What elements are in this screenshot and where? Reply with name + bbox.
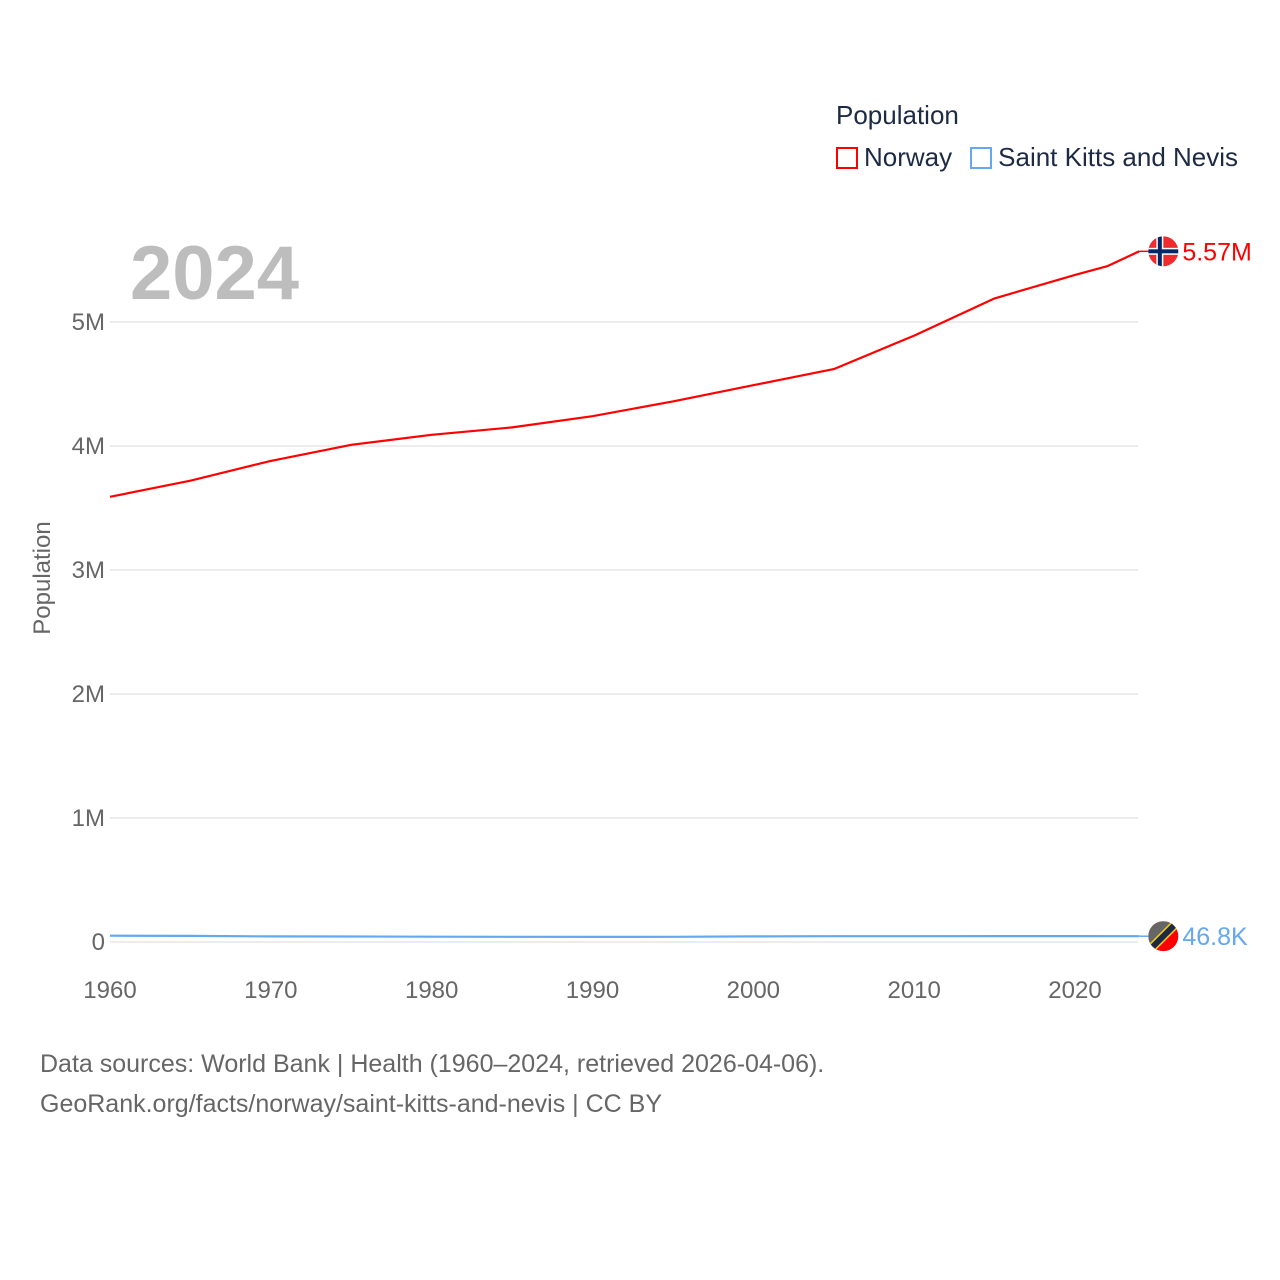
x-tick-label: 2020 xyxy=(1048,977,1101,1004)
y-tick-label: 1M xyxy=(72,805,105,832)
legend-title: Population xyxy=(836,100,959,130)
sources-link[interactable]: GeoRank.org/facts/norway/saint-kitts-and… xyxy=(40,1090,663,1118)
series-line-norway xyxy=(109,250,1140,498)
legend: Norway Saint Kitts and Nevis xyxy=(836,142,1238,173)
x-tick-label: 2000 xyxy=(727,977,780,1004)
legend-label: Norway xyxy=(864,142,953,172)
end-value-label: 5.57M xyxy=(1182,238,1251,266)
series-line-saint-kitts-and-nevis xyxy=(109,934,1140,938)
sources-line: Data sources: World Bank | Health (1960–… xyxy=(40,1050,825,1078)
x-tick-label: 1960 xyxy=(83,977,136,1004)
x-tick-label: 1990 xyxy=(566,977,619,1004)
y-tick-label: 3M xyxy=(72,557,105,584)
legend-swatch xyxy=(970,146,993,169)
legend-label: Saint Kitts and Nevis xyxy=(998,142,1239,172)
x-tick-label: 1980 xyxy=(405,977,458,1004)
end-value-label: 46.8K xyxy=(1182,923,1248,951)
current-year-label: 2024 xyxy=(130,231,300,316)
saint-kitts-and-nevis-flag-icon xyxy=(1148,921,1179,952)
y-tick-label: 5M xyxy=(72,309,105,336)
legend-item-norway[interactable]: Norway xyxy=(836,142,952,173)
y-tick-label: 4M xyxy=(72,433,105,460)
legend-item-saint-kitts-and-nevis[interactable]: Saint Kitts and Nevis xyxy=(970,142,1238,173)
norway-flag-icon xyxy=(1148,236,1179,267)
y-tick-label: 2M xyxy=(72,681,105,708)
data-sources: Data sources: World Bank | Health (1960–… xyxy=(40,1044,824,1124)
y-tick-label: 0 xyxy=(92,929,105,956)
y-axis-label: Population xyxy=(29,521,56,634)
x-tick-label: 1970 xyxy=(244,977,297,1004)
x-tick-label: 2010 xyxy=(887,977,940,1004)
legend-swatch xyxy=(836,146,858,169)
